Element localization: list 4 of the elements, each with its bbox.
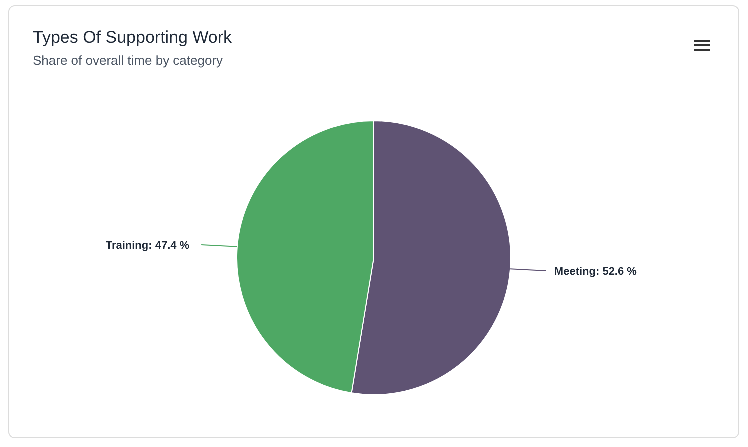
slice-label: Training: 47.4 % [106,240,190,252]
chart-title: Types Of Supporting Work [33,28,233,47]
slice-label: Meeting: 52.6 % [554,266,638,278]
chart-subtitle: Share of overall time by category [33,53,224,68]
